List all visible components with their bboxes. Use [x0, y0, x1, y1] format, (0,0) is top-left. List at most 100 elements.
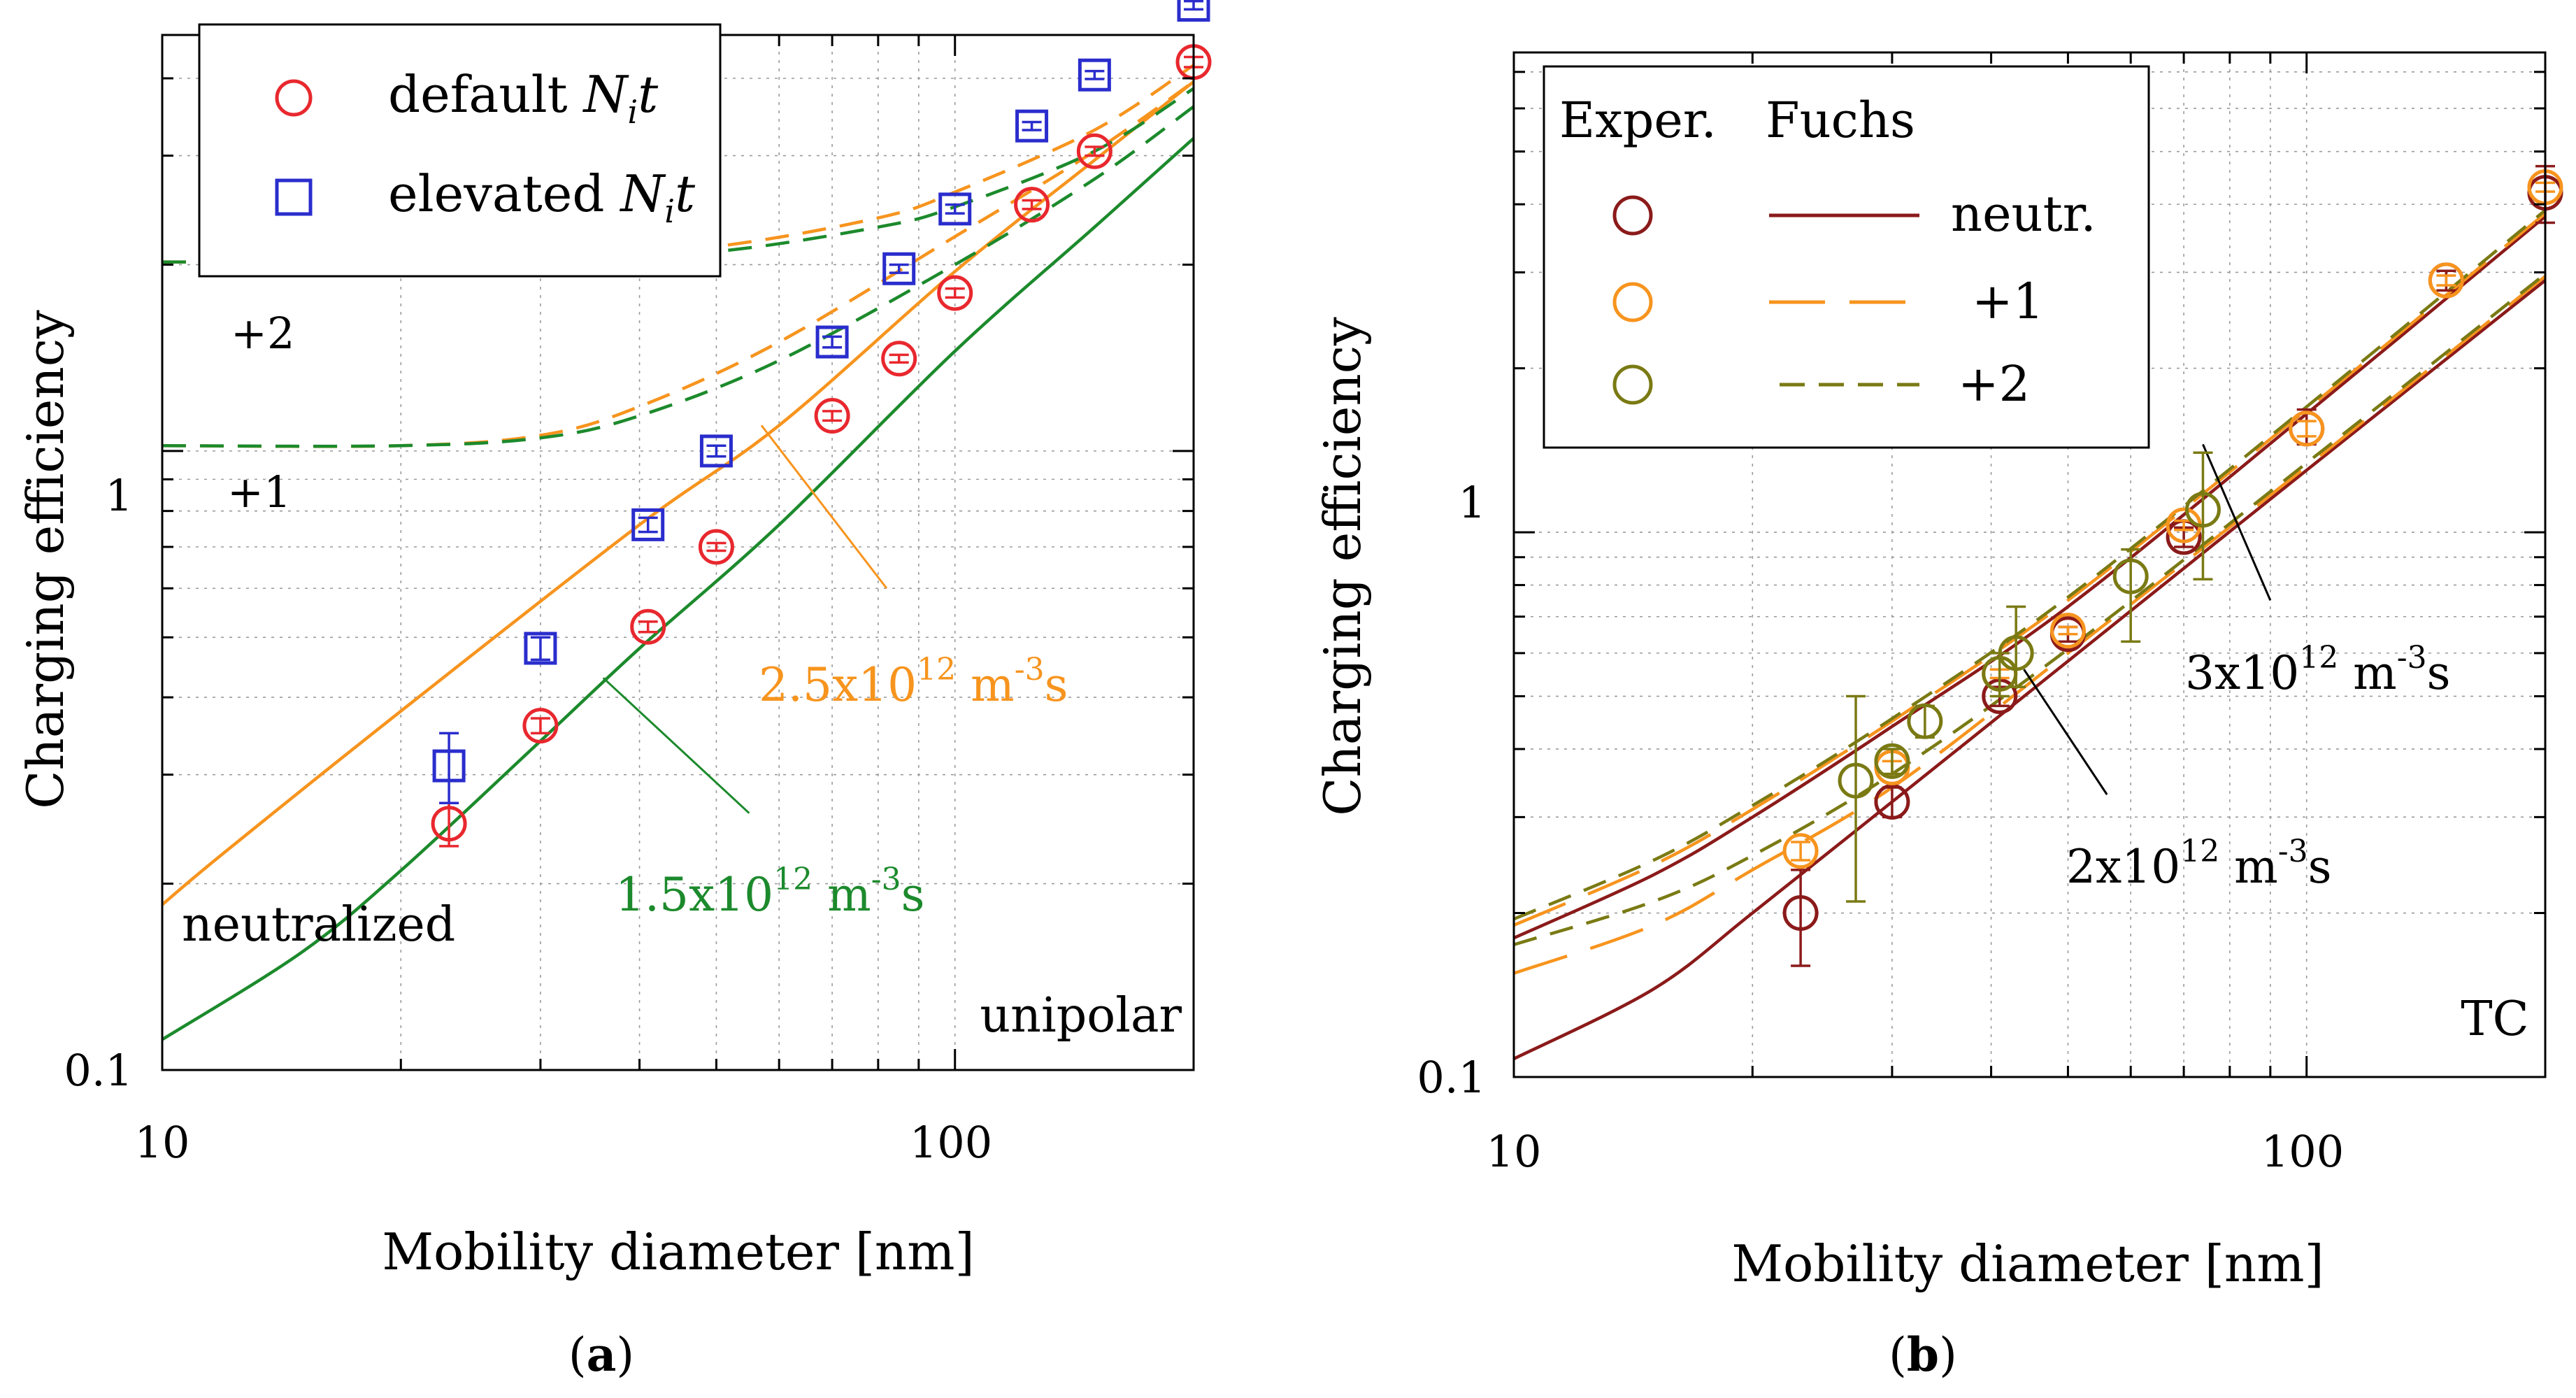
circle-marker: [1838, 762, 1874, 799]
circle-marker: [814, 398, 850, 434]
series-line--2-3e12: [1514, 208, 2545, 921]
annotation-pointer: [2023, 669, 2108, 795]
a-green-unit: m: [813, 868, 871, 922]
a-xtick-100: 100: [910, 1117, 992, 1168]
circle-marker: [1076, 133, 1112, 169]
b-xtick-10: 10: [1487, 1126, 1542, 1177]
panel-b-caption-open: (: [1889, 1328, 1907, 1382]
circle-marker: [1782, 833, 1819, 869]
b-2e12-annotation: 2x1012 m-3s: [2066, 834, 2332, 894]
circle-marker: [2184, 492, 2221, 528]
panel-b-caption-close: ): [1939, 1328, 1957, 1382]
circle-marker: [698, 529, 734, 565]
annotation-pointer: [760, 425, 888, 590]
square-marker: [815, 325, 849, 359]
circle-marker: [1874, 743, 1910, 779]
data-point: [881, 341, 917, 377]
a-legend-label-elevated: elevated Nit: [388, 164, 696, 230]
panel-b-caption-letter: b: [1907, 1327, 1939, 1382]
circle-marker: [630, 608, 666, 645]
series-line-green-1: [162, 105, 1194, 448]
panel-b-curves: [1514, 208, 2545, 1060]
a-plus2-label: +2: [231, 308, 294, 359]
data-point: [432, 732, 466, 804]
square-marker: [432, 749, 466, 783]
b-ytick-0.1: 0.1: [1417, 1052, 1486, 1103]
data-point: [937, 275, 973, 311]
panel-a-caption: (a): [568, 1327, 634, 1382]
data-point: [2428, 262, 2464, 299]
data-point: [1177, 0, 1210, 22]
series-line--2-2e12: [1514, 272, 2545, 946]
a-orange-exp: 12: [917, 652, 956, 687]
a-legend-square-marker: [275, 178, 313, 216]
a-ytick-0.1: 0.1: [64, 1045, 133, 1096]
data-point: [938, 192, 972, 226]
data-point: [524, 632, 557, 665]
square-marker: [938, 192, 972, 226]
series-line-neutr-2e12: [1514, 279, 2545, 1060]
data-point: [522, 708, 559, 744]
b-xtick-100: 100: [2261, 1126, 2344, 1177]
b-legend-marker-neutr: [1612, 195, 1653, 236]
panel-a-pointers: [602, 425, 888, 814]
circle-marker: [2049, 613, 2086, 649]
series-line--1-2e12: [1514, 275, 2545, 975]
a-legend-default-t: t: [638, 65, 659, 124]
b-3e12-unit-tail: s: [2427, 646, 2451, 700]
a-y-axis-title: Charging efficiency: [16, 310, 75, 809]
b-3e12-unit-exp: -3: [2397, 640, 2427, 676]
circle-marker: [937, 275, 973, 311]
data-point: [815, 325, 849, 359]
b-2e12-unit: m: [2219, 840, 2278, 894]
b-x-axis-title: Mobility diameter [nm]: [1731, 1234, 2324, 1293]
circle-marker: [881, 341, 917, 377]
data-point: [1998, 605, 2034, 689]
data-point: [698, 529, 734, 565]
data-point: [630, 608, 666, 645]
panel-b-markers: [1782, 164, 2563, 967]
a-legend-default-word: default: [388, 65, 584, 124]
panel-b: 10 100 0.1 1 Mobility diameter [nm] Char…: [1313, 51, 2563, 1382]
square-marker: [524, 632, 557, 665]
series-line-neutr-3e12: [1514, 215, 2545, 940]
b-3e12-mantissa: 3x10: [2185, 646, 2299, 700]
b-tc-label: TC: [2461, 992, 2528, 1047]
a-legend-elevated-N: N: [619, 164, 666, 223]
panel-b-frame: [1512, 51, 2547, 1078]
a-green-annotation: 1.5x1012 m-3s: [615, 862, 925, 922]
b-legend-header-fuchs: Fuchs: [1766, 92, 1915, 149]
a-neutralized-label: neutralized: [182, 897, 455, 953]
a-legend-elevated-word: elevated: [388, 164, 620, 223]
b-3e12-annotation: 3x1012 m-3s: [2185, 640, 2451, 700]
data-point: [1782, 869, 1819, 967]
data-point: [814, 398, 850, 434]
square-marker: [882, 252, 916, 285]
a-legend-box: [198, 23, 722, 278]
b-y-axis-title: Charging efficiency: [1313, 317, 1372, 816]
annotation-pointer: [2202, 443, 2272, 601]
circle-marker: [1874, 784, 1910, 820]
a-legend: default Nit elevated Nit: [198, 23, 722, 278]
data-point: [1014, 187, 1050, 223]
a-green-unit-exp: -3: [871, 862, 901, 897]
panel-b-caption: (b): [1889, 1327, 1957, 1382]
b-2e12-unit-tail: s: [2308, 840, 2332, 894]
panel-a-markers: [431, 0, 1212, 848]
b-3e12-unit: m: [2338, 646, 2397, 700]
a-legend-elevated-t: t: [675, 164, 696, 223]
panel-a: 10 100 0.1 1 Mobility diameter [nm] Char…: [16, 0, 1212, 1382]
data-point: [2049, 613, 2086, 649]
data-point: [1838, 694, 1874, 903]
a-green-mantissa: 1.5x10: [615, 868, 773, 922]
a-orange-annotation: 2.5x1012 m-3s: [759, 652, 1068, 712]
circle-marker: [1907, 703, 1943, 739]
data-point: [1782, 833, 1819, 869]
panel-a-caption-letter: a: [587, 1327, 617, 1382]
a-orange-mantissa: 2.5x10: [759, 658, 917, 712]
data-point: [631, 508, 665, 541]
series-line-orange-solid-neutralized: [162, 80, 1194, 906]
square-marker: [631, 508, 665, 541]
a-x-axis-title: Mobility diameter [nm]: [382, 1222, 974, 1281]
